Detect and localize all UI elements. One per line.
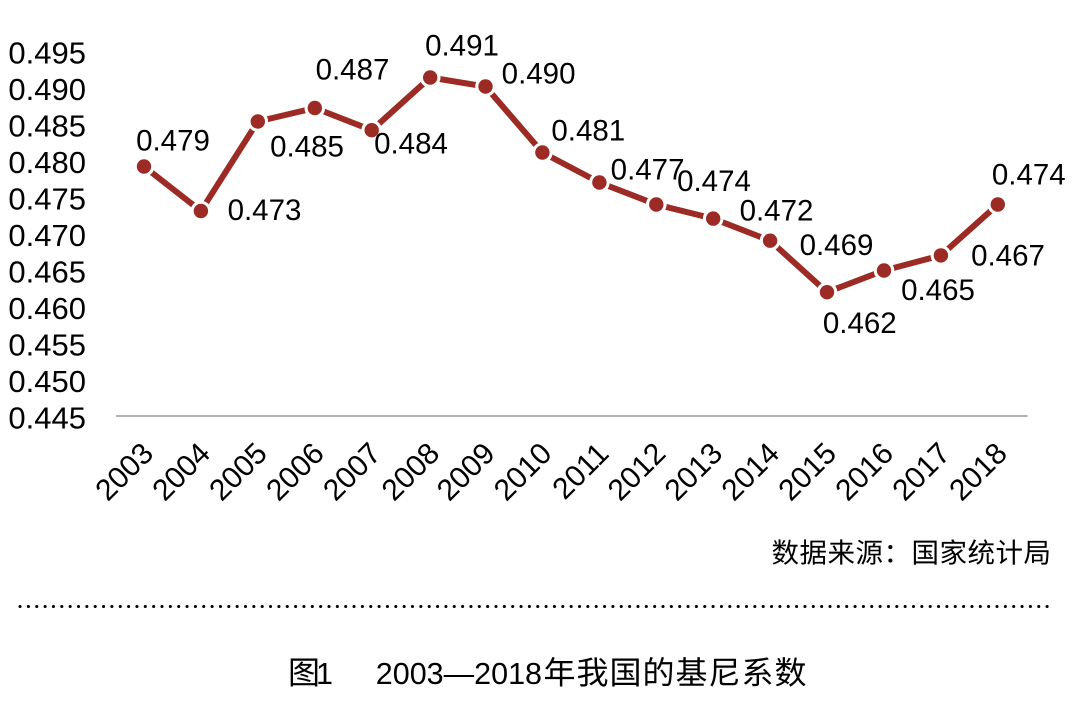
svg-text:2008: 2008 [376, 437, 447, 508]
svg-text:0.475: 0.475 [8, 181, 86, 216]
svg-text:2012: 2012 [602, 437, 673, 508]
svg-text:2007: 2007 [317, 437, 388, 508]
svg-text:2013: 2013 [659, 437, 730, 508]
svg-text:0.495: 0.495 [8, 35, 86, 70]
svg-text:0.450: 0.450 [8, 364, 86, 399]
svg-text:2003: 2003 [89, 437, 160, 508]
svg-text:2017: 2017 [886, 437, 957, 508]
svg-text:0.472: 0.472 [740, 195, 814, 228]
svg-text:2009: 2009 [431, 437, 502, 508]
svg-text:0.485: 0.485 [270, 131, 344, 164]
svg-text:0.487: 0.487 [316, 54, 390, 87]
svg-text:1: 1 [316, 657, 333, 691]
svg-text:2005: 2005 [203, 437, 274, 508]
svg-text:0.480: 0.480 [8, 145, 86, 180]
svg-text:2015: 2015 [772, 437, 843, 508]
svg-text:0.477: 0.477 [611, 154, 685, 187]
svg-text:0.473: 0.473 [228, 194, 302, 227]
svg-text:0.474: 0.474 [992, 159, 1066, 192]
svg-text:2011: 2011 [546, 437, 615, 506]
svg-text:0.465: 0.465 [901, 274, 975, 307]
svg-text:0.460: 0.460 [8, 291, 86, 326]
svg-text:0.455: 0.455 [8, 327, 86, 362]
svg-text:2014: 2014 [716, 437, 787, 508]
svg-text:0.469: 0.469 [800, 229, 874, 262]
svg-text:0.479: 0.479 [136, 125, 210, 158]
svg-text:2003—2018: 2003—2018 [376, 657, 542, 691]
svg-text:0.490: 0.490 [502, 57, 576, 90]
svg-text:0.470: 0.470 [8, 218, 86, 253]
svg-text:2010: 2010 [488, 437, 559, 508]
svg-text:2018: 2018 [943, 437, 1014, 508]
svg-text:0.445: 0.445 [8, 400, 86, 435]
svg-text:0.467: 0.467 [971, 240, 1045, 273]
svg-text:2004: 2004 [146, 437, 217, 508]
svg-text:2016: 2016 [829, 437, 900, 508]
svg-text:0.474: 0.474 [677, 165, 751, 198]
svg-text:2006: 2006 [260, 437, 331, 508]
svg-text:0.490: 0.490 [8, 72, 86, 107]
svg-text:0.462: 0.462 [823, 307, 897, 340]
svg-text:0.484: 0.484 [374, 128, 448, 161]
svg-text:0.481: 0.481 [551, 115, 625, 148]
svg-text:0.465: 0.465 [8, 254, 86, 289]
svg-text:0.491: 0.491 [425, 29, 499, 62]
svg-text:0.485: 0.485 [8, 108, 86, 143]
